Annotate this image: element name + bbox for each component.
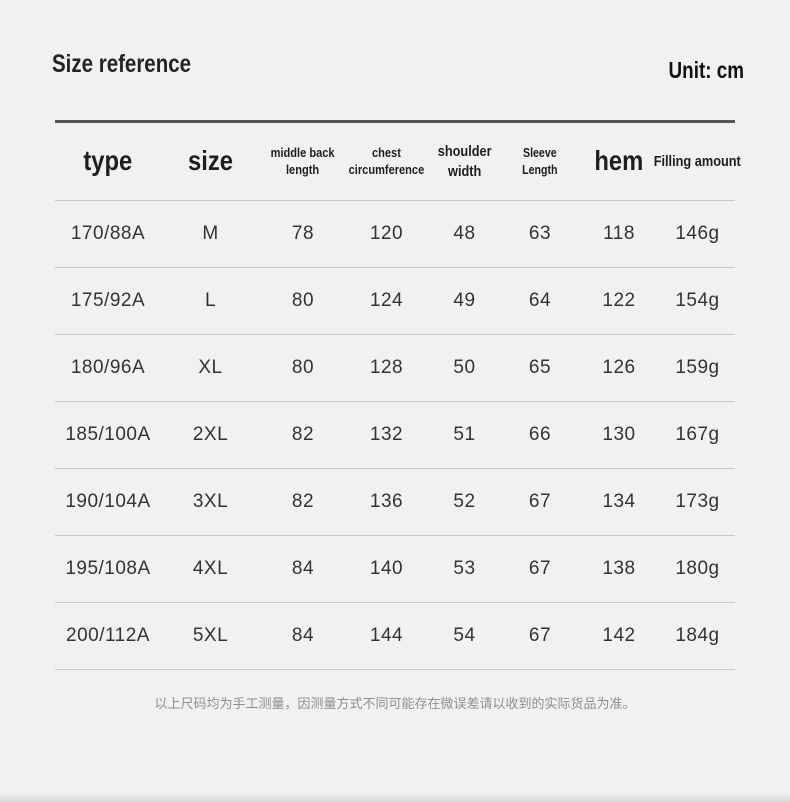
- table-cell-hem: 118: [603, 223, 635, 244]
- table-cell-shoulder-width: 53: [453, 558, 476, 579]
- table-cell-filling-amount: 167g: [675, 424, 720, 445]
- table-cell-filling-amount: 180g: [675, 558, 720, 579]
- table-cell-chest-circumference: 120: [369, 223, 404, 244]
- column-header-label: Filling amount: [653, 152, 742, 170]
- column-header-label: type: [83, 145, 133, 177]
- table-cell-shoulder-width: 54: [453, 625, 476, 646]
- table-cell-hem: 142: [602, 625, 636, 646]
- table-cell-hem: 122: [602, 290, 636, 311]
- table-cell-hem: 130: [602, 424, 636, 445]
- column-header-label: shoulder width: [437, 143, 492, 180]
- table-cell-chest-circumference: 136: [369, 491, 404, 512]
- table-cell-middle-back-length: 84: [291, 558, 315, 579]
- table-cell-type: 190/104A: [65, 491, 151, 512]
- column-header-hem: hem: [578, 123, 660, 200]
- table-cell-sleeve-length: 67: [528, 558, 552, 579]
- table-cell-chest-circumference: 140: [369, 558, 404, 579]
- table-cell-type: 195/108A: [65, 558, 151, 579]
- table-cell-middle-back-length: 82: [291, 491, 315, 512]
- table-cell-shoulder-width: 52: [453, 491, 476, 512]
- footnote: 以上尺码均为手工测量，因测量方式不同可能存在微误差请以收到的实际货品为准。: [154, 696, 636, 711]
- size-table: type size middle back length chest circumfe…: [55, 120, 741, 670]
- column-header-shoulder-width: shoulder width: [427, 123, 502, 200]
- table-cell-shoulder-width: 48: [453, 223, 476, 244]
- column-header-sleeve-length: Sleeve Length: [502, 123, 578, 200]
- page-title-text: Size reference: [52, 50, 192, 78]
- table-cell-hem: 126: [602, 357, 636, 378]
- column-header-chest-circumference: chest circumference: [346, 123, 427, 200]
- table-cell-size: XL: [198, 357, 223, 378]
- table-cell-sleeve-length: 65: [528, 357, 552, 378]
- column-header-filling-amount: Filling amount: [654, 123, 741, 200]
- table-cell-filling-amount: 173g: [675, 491, 720, 512]
- table-cell-filling-amount: 184g: [675, 625, 720, 646]
- column-header-type: type: [55, 123, 161, 200]
- table-cell-size: 5XL: [192, 625, 229, 646]
- table-cell-chest-circumference: 132: [369, 424, 404, 445]
- table-cell-filling-amount: 146g: [675, 223, 720, 244]
- table-header-row: type size middle back length chest circumfe…: [55, 123, 741, 201]
- table-cell-middle-back-length: 80: [291, 290, 315, 311]
- column-header-label: hem: [594, 145, 644, 177]
- table-cell-chest-circumference: 144: [369, 625, 404, 646]
- table-cell-type: 185/100A: [65, 424, 151, 445]
- table-cell-shoulder-width: 50: [453, 357, 476, 378]
- column-header-label: middle back length: [271, 144, 335, 177]
- table-cell-shoulder-width: 51: [453, 424, 476, 445]
- table-cell-size: M: [202, 223, 219, 244]
- column-header-label: chest circumference: [348, 144, 425, 177]
- table-cell-filling-amount: 159g: [675, 357, 720, 378]
- column-header-label: Sleeve Length: [522, 146, 558, 177]
- column-header-label: size: [188, 145, 233, 177]
- table-cell-shoulder-width: 49: [453, 290, 476, 311]
- table-cell-size: 2XL: [192, 424, 229, 445]
- bottom-divider: [0, 794, 790, 802]
- table-cell-hem: 134: [602, 491, 636, 512]
- column-header-size: size: [161, 123, 260, 200]
- table-cell-sleeve-length: 64: [528, 290, 552, 311]
- table-row: 190/104A 3XL 82 136 52 67 134 173g: [55, 469, 735, 536]
- table-cell-sleeve-length: 66: [528, 424, 552, 445]
- table-cell-chest-circumference: 128: [369, 357, 404, 378]
- table-cell-middle-back-length: 84: [291, 625, 315, 646]
- table-row: 175/92A L 80 124 49 64 122 154g: [55, 268, 735, 335]
- unit-label-text: Unit: cm: [668, 57, 744, 83]
- table-cell-chest-circumference: 124: [369, 290, 404, 311]
- unit-label: Unit: cm: [652, 57, 744, 84]
- table-row: 195/108A 4XL 84 140 53 67 138 180g: [55, 536, 735, 603]
- table-row: 170/88A M 78 120 48 63 118 146g: [55, 201, 735, 268]
- table-cell-type: 175/92A: [70, 290, 146, 311]
- table-cell-type: 200/112A: [66, 625, 150, 646]
- table-cell-sleeve-length: 63: [528, 223, 552, 244]
- table-cell-middle-back-length: 82: [291, 424, 315, 445]
- table-body: 170/88A M 78 120 48 63 118 146g 175/92A L 80 124 49 6…: [55, 201, 735, 670]
- table-cell-filling-amount: 154g: [675, 290, 720, 311]
- table-row: 185/100A 2XL 82 132 51 66 130 167g: [55, 402, 735, 469]
- column-header-middle-back-length: middle back length: [260, 123, 346, 200]
- page-title: Size reference: [52, 50, 222, 79]
- table-cell-sleeve-length: 67: [528, 625, 552, 646]
- table-cell-size: L: [204, 290, 217, 311]
- table-cell-hem: 138: [602, 558, 636, 579]
- table-cell-middle-back-length: 80: [291, 357, 315, 378]
- table-cell-middle-back-length: 78: [291, 223, 315, 244]
- table-cell-type: 170/88A: [70, 223, 146, 244]
- table-cell-sleeve-length: 67: [528, 491, 552, 512]
- table-row: 180/96A XL 80 128 50 65 126 159g: [55, 335, 735, 402]
- table-cell-size: 4XL: [192, 558, 229, 579]
- table-row: 200/112A 5XL 84 144 54 67 142 184g: [55, 603, 735, 670]
- table-cell-type: 180/96A: [70, 357, 146, 378]
- table-cell-size: 3XL: [192, 491, 229, 512]
